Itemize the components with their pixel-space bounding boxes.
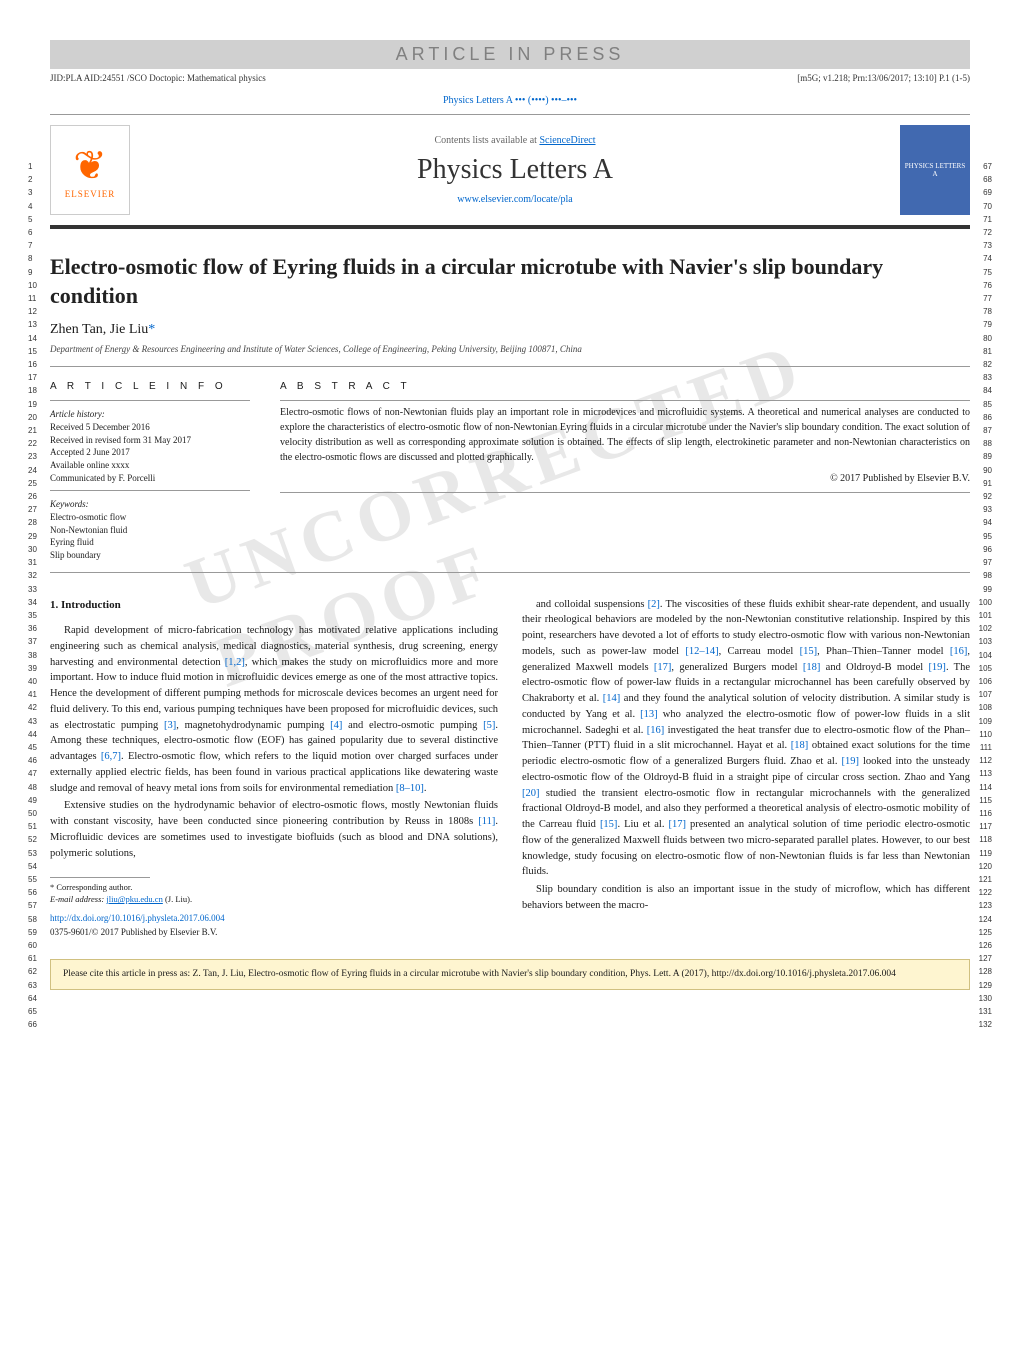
abstract-copyright: © 2017 Published by Elsevier B.V. bbox=[280, 473, 970, 484]
abstract-block: A B S T R A C T Electro-osmotic flows of… bbox=[280, 381, 970, 561]
issn-line: 0375-9601/© 2017 Published by Elsevier B… bbox=[50, 926, 498, 940]
meta-right: [m5G; v1.218; Prn:13/06/2017; 13:10] P.1… bbox=[797, 73, 970, 83]
citation-box: Please cite this article in press as: Z.… bbox=[50, 959, 970, 990]
body-columns: 1. Introduction Rapid development of mic… bbox=[50, 597, 970, 940]
history-line: Accepted 2 June 2017 bbox=[50, 446, 250, 459]
journal-url[interactable]: www.elsevier.com/locate/pla bbox=[150, 194, 880, 205]
corresponding-footnote: * Corresponding author. bbox=[50, 882, 498, 894]
history-line: Received 5 December 2016 bbox=[50, 421, 250, 434]
divider bbox=[50, 366, 970, 367]
keyword: Non-Newtonian fluid bbox=[50, 524, 250, 537]
article-title: Electro-osmotic flow of Eyring fluids in… bbox=[50, 253, 970, 310]
email-footnote: E-mail address: jliu@pku.edu.cn (J. Liu)… bbox=[50, 894, 498, 906]
journal-cover-thumbnail[interactable]: PHYSICS LETTERS A bbox=[900, 125, 970, 215]
sciencedirect-link[interactable]: ScienceDirect bbox=[539, 135, 595, 146]
line-numbers-right: 6768697071727374757677787980818283848586… bbox=[979, 160, 992, 1031]
elsevier-tree-icon: ❦ bbox=[73, 142, 107, 189]
corresponding-marker: * bbox=[148, 322, 155, 337]
journal-title: Physics Letters A bbox=[150, 154, 880, 186]
keywords-label: Keywords: bbox=[50, 499, 250, 509]
body-paragraph: Extensive studies on the hydrodynamic be… bbox=[50, 798, 498, 861]
journal-reference: Physics Letters A ••• (••••) •••–••• bbox=[50, 87, 970, 114]
body-paragraph: and colloidal suspensions [2]. The visco… bbox=[522, 597, 970, 881]
journal-header: ❦ ELSEVIER Contents lists available at S… bbox=[50, 114, 970, 229]
history-line: Available online xxxx bbox=[50, 459, 250, 472]
right-column: and colloidal suspensions [2]. The visco… bbox=[522, 597, 970, 940]
article-in-press-banner: ARTICLE IN PRESS bbox=[50, 40, 970, 69]
section-heading: 1. Introduction bbox=[50, 597, 498, 614]
meta-left: JID:PLA AID:24551 /SCO Doctopic: Mathema… bbox=[50, 73, 266, 83]
body-paragraph: Slip boundary condition is also an impor… bbox=[522, 882, 970, 914]
keyword: Eyring fluid bbox=[50, 536, 250, 549]
email-link[interactable]: jliu@pku.edu.cn bbox=[106, 894, 162, 904]
contents-prefix: Contents lists available at bbox=[434, 135, 539, 146]
keyword: Slip boundary bbox=[50, 549, 250, 562]
abstract-text: Electro-osmotic flows of non-Newtonian f… bbox=[280, 405, 970, 465]
elsevier-text: ELSEVIER bbox=[65, 189, 116, 199]
elsevier-logo[interactable]: ❦ ELSEVIER bbox=[50, 125, 130, 215]
authors: Zhen Tan, Jie Liu* bbox=[50, 322, 970, 338]
email-suffix: (J. Liu). bbox=[163, 894, 192, 904]
body-paragraph: Rapid development of micro-fabrication t… bbox=[50, 623, 498, 796]
contents-available: Contents lists available at ScienceDirec… bbox=[150, 135, 880, 146]
article-info-block: A R T I C L E I N F O Article history: R… bbox=[50, 381, 250, 561]
article-info-heading: A R T I C L E I N F O bbox=[50, 381, 250, 392]
author-names: Zhen Tan, Jie Liu bbox=[50, 322, 148, 337]
email-label: E-mail address: bbox=[50, 894, 106, 904]
abstract-heading: A B S T R A C T bbox=[280, 381, 970, 392]
footnote-divider bbox=[50, 877, 150, 878]
doi-link[interactable]: http://dx.doi.org/10.1016/j.physleta.201… bbox=[50, 912, 498, 926]
history-line: Received in revised form 31 May 2017 bbox=[50, 434, 250, 447]
line-numbers-left: 1234567891011121314151617181920212223242… bbox=[28, 160, 37, 1031]
keyword: Electro-osmotic flow bbox=[50, 511, 250, 524]
history-label: Article history: bbox=[50, 409, 250, 419]
affiliation: Department of Energy & Resources Enginee… bbox=[50, 344, 970, 354]
meta-row: JID:PLA AID:24551 /SCO Doctopic: Mathema… bbox=[50, 69, 970, 87]
history-line: Communicated by F. Porcelli bbox=[50, 472, 250, 485]
left-column: 1. Introduction Rapid development of mic… bbox=[50, 597, 498, 940]
